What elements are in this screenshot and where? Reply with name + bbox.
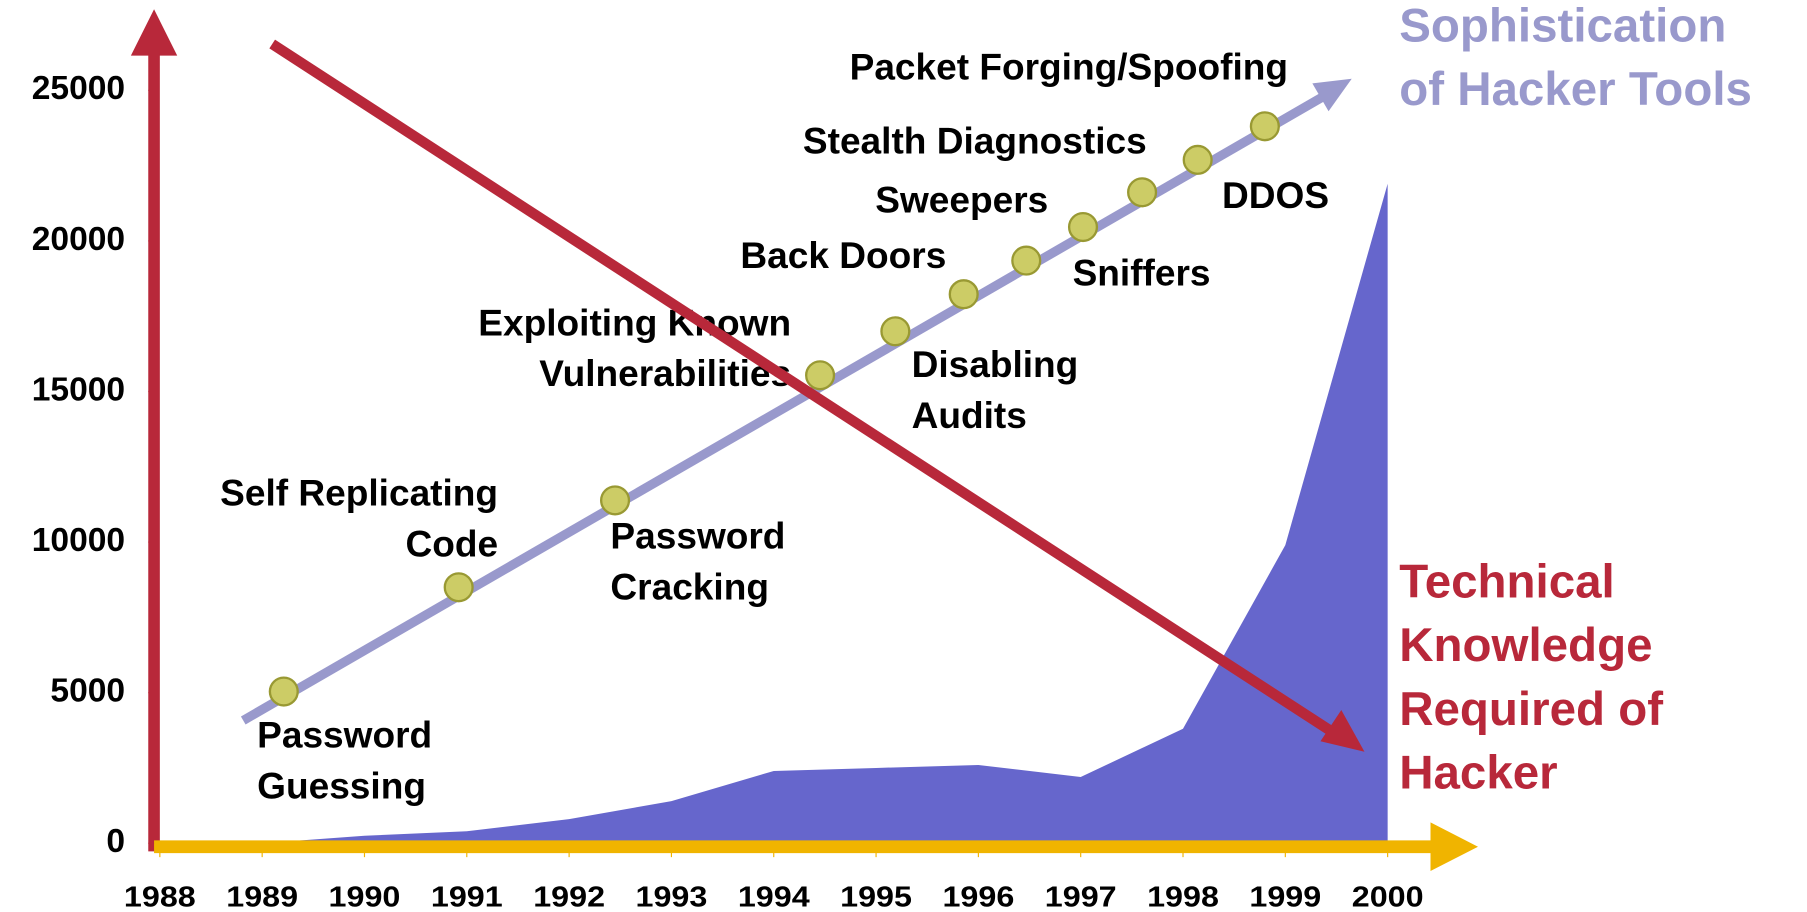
tool-label: Guessing (257, 765, 426, 807)
knowledge-label: Required of (1399, 683, 1663, 736)
tool-label: Cracking (610, 565, 769, 607)
tool-label: Packet Forging/Spoofing (850, 45, 1288, 87)
knowledge-label: Technical (1399, 555, 1615, 608)
tool-dot (805, 360, 836, 391)
tool-dot (268, 676, 299, 707)
x-tick-label: 1995 (840, 881, 912, 912)
chart-body: 0 5000 10000 15000 20000 25000 1988 1989 1990 199… (32, 0, 1752, 912)
y-axis-arrow (130, 9, 178, 56)
tool-label: Sniffers (1073, 251, 1211, 293)
knowledge-label: Knowledge (1399, 619, 1652, 672)
tool-dot (1127, 177, 1158, 208)
knowledge-label: Hacker (1399, 747, 1557, 800)
x-axis-arrow (1430, 822, 1478, 872)
y-tick-label: 20000 (32, 221, 125, 258)
tool-label: DDOS (1222, 174, 1329, 216)
tool-dot (880, 316, 911, 347)
tool-label: Back Doors (740, 234, 946, 276)
tool-label: Disabling (912, 343, 1079, 385)
tool-dot (1182, 144, 1213, 175)
sophistication-arrow (1312, 78, 1352, 112)
tool-label: Self Replicating (220, 472, 498, 514)
area (262, 183, 1388, 844)
x-tick-label: 1989 (226, 881, 298, 912)
x-tick-label: 1988 (124, 881, 196, 912)
tool-label: Audits (912, 394, 1027, 436)
tool-label: Code (405, 523, 498, 565)
sophistication-label: of Hacker Tools (1399, 63, 1752, 116)
tool-dot (1011, 245, 1042, 276)
y-tick-label: 25000 (32, 70, 125, 107)
tool-dot (599, 485, 631, 516)
tool-label: Exploiting Known (478, 301, 791, 343)
x-tick-label: 1997 (1045, 881, 1117, 912)
tool-dot (443, 572, 474, 603)
x-tick-label: 1990 (329, 881, 401, 912)
tool-dot (948, 279, 979, 310)
tool-label: Stealth Diagnostics (803, 119, 1147, 161)
knowledge-line (269, 39, 1341, 740)
x-tick-label: 1992 (533, 881, 605, 912)
y-tick-label: 10000 (32, 522, 125, 559)
x-tick-label: 1994 (738, 881, 810, 912)
x-tick-label: 1993 (636, 881, 708, 912)
x-tick-label: 1998 (1147, 881, 1219, 912)
tool-label: Sweepers (875, 178, 1048, 220)
x-tick-label: 2000 (1352, 881, 1424, 912)
tool-dot (1067, 211, 1099, 243)
y-tick-label: 0 (106, 823, 125, 860)
x-tick-label: 1991 (431, 881, 503, 912)
y-tick-label: 15000 (32, 371, 125, 408)
tool-label: Password (610, 514, 785, 556)
x-tick-label: 1999 (1249, 881, 1321, 912)
tool-dot (1249, 111, 1280, 142)
x-tick-label: 1996 (942, 881, 1014, 912)
sophistication-label: Sophistication (1399, 0, 1726, 53)
y-tick-label: 5000 (50, 673, 125, 710)
knowledge-arrow (1320, 710, 1365, 752)
tool-label: Password (257, 714, 432, 756)
